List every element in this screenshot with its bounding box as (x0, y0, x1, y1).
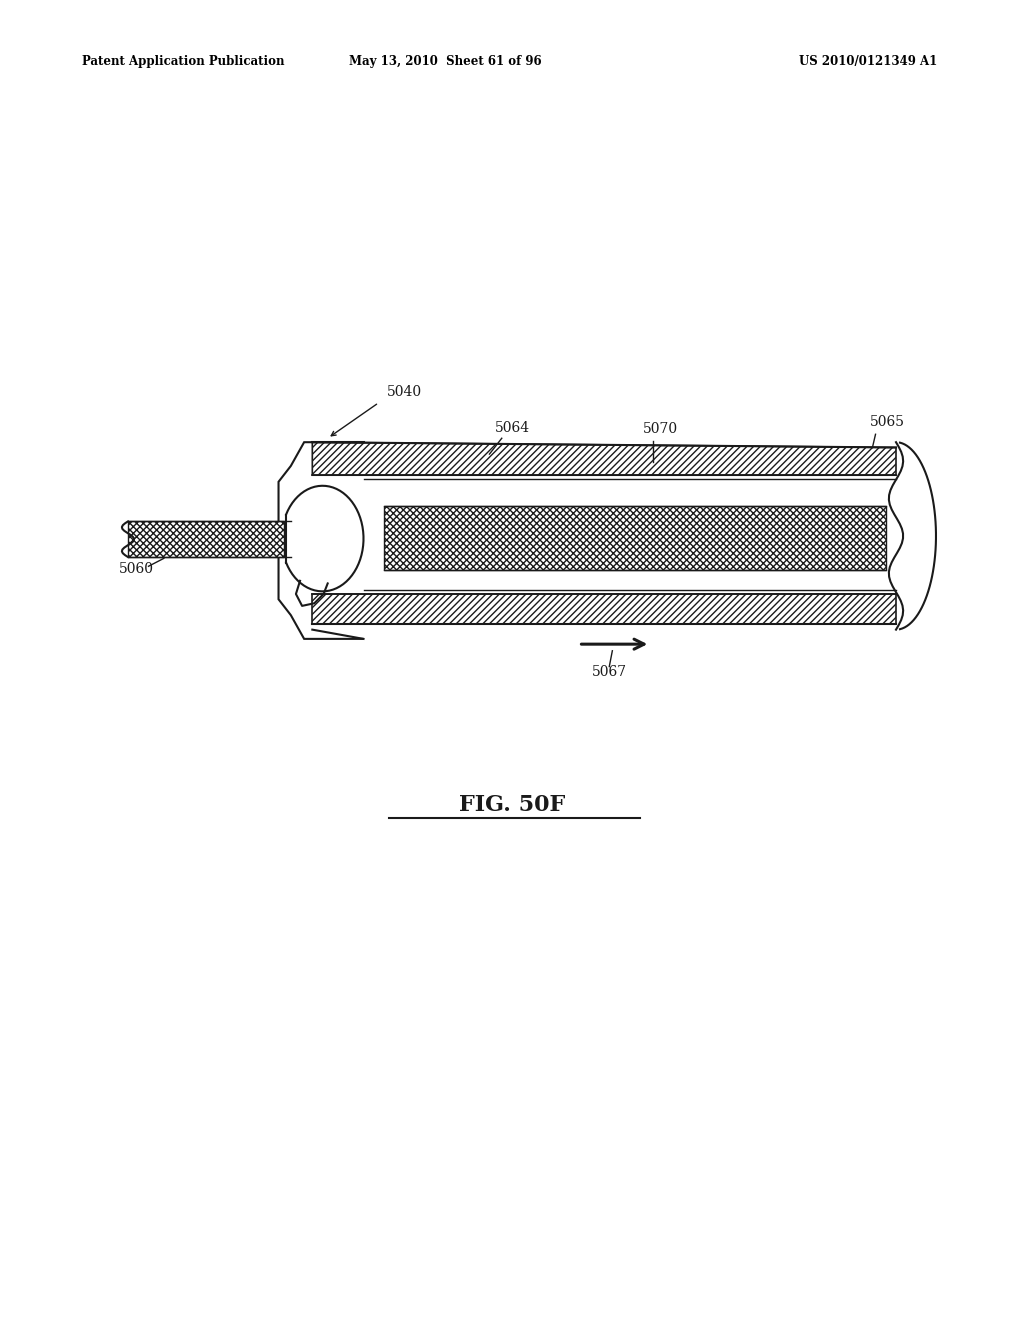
Text: 5040: 5040 (387, 385, 422, 399)
Text: US 2010/0121349 A1: US 2010/0121349 A1 (799, 55, 937, 69)
Text: 5064: 5064 (495, 421, 529, 434)
Text: 5070: 5070 (643, 422, 678, 436)
Text: 5065: 5065 (870, 416, 905, 429)
Text: 5060: 5060 (119, 562, 154, 576)
Text: Patent Application Publication: Patent Application Publication (82, 55, 285, 69)
Polygon shape (128, 521, 284, 557)
Polygon shape (312, 442, 896, 475)
Text: FIG. 50F: FIG. 50F (459, 795, 565, 816)
Text: May 13, 2010  Sheet 61 of 96: May 13, 2010 Sheet 61 of 96 (349, 55, 542, 69)
Polygon shape (312, 594, 896, 624)
Polygon shape (384, 506, 886, 570)
Text: 5067: 5067 (592, 665, 627, 678)
